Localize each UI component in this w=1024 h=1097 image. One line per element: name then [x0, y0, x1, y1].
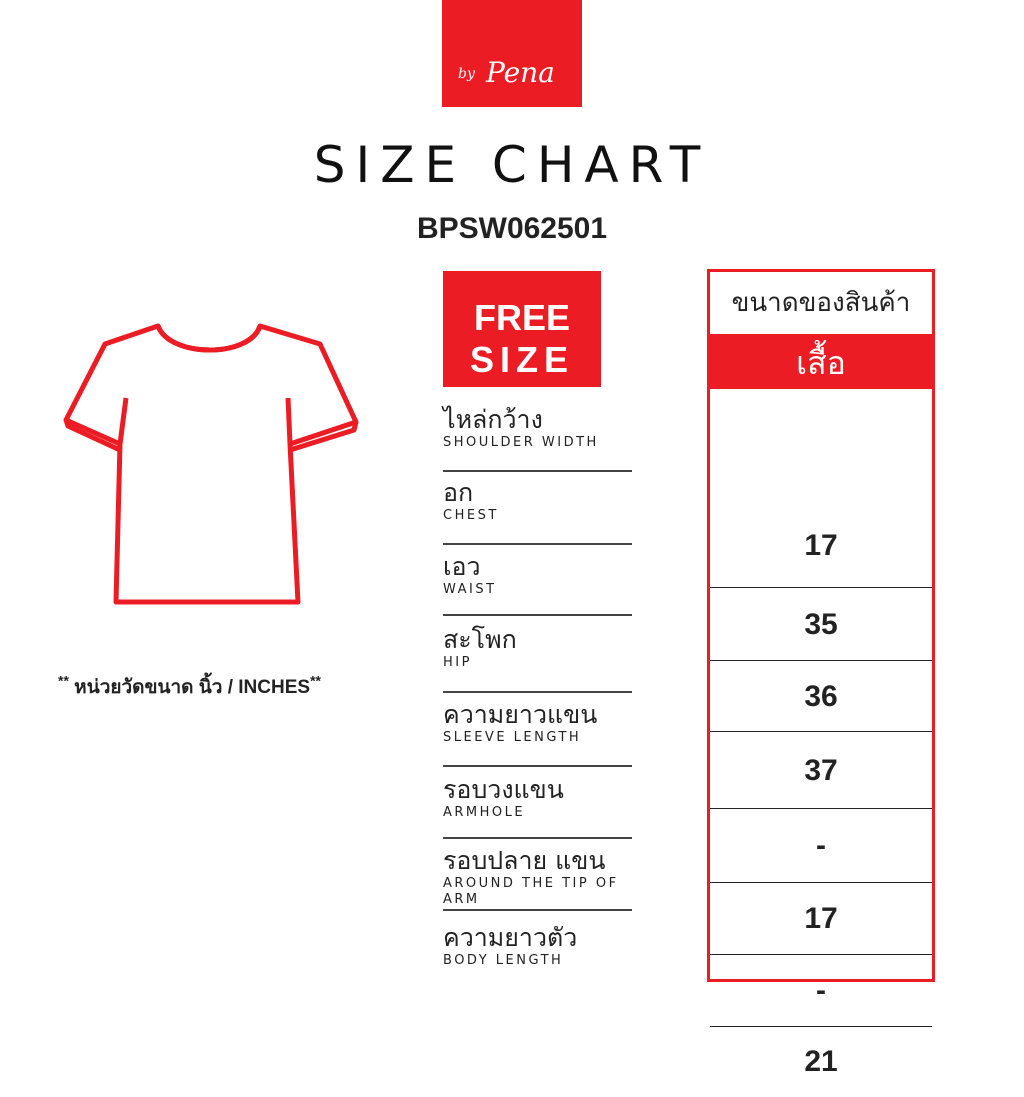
measurement-label: ไหล่กว้าง SHOULDER WIDTH — [443, 405, 633, 451]
badge-line2: SIZE — [469, 339, 574, 380]
unit-note: ** หน่วยวัดขนาด นิ้ว / INCHES** — [58, 672, 321, 698]
size-value: 17 — [710, 882, 932, 954]
divider — [443, 470, 632, 472]
divider — [443, 837, 632, 839]
size-value: 21 — [710, 1026, 932, 1096]
label-english: BODY LENGTH — [443, 953, 564, 968]
page-title: SIZE CHART — [313, 136, 711, 194]
label-thai: ความยาวแขน — [443, 700, 598, 729]
table-subheader: เสื้อ — [710, 334, 932, 389]
size-value: 37 — [710, 731, 932, 808]
measurement-label: สะโพก HIP — [443, 625, 633, 671]
measurement-label: ความยาวแขน SLEEVE LENGTH — [443, 700, 633, 746]
divider — [443, 614, 632, 616]
measurement-label: รอบปลาย แขน AROUND THE TIP OF ARM — [443, 846, 633, 908]
size-value: - — [710, 954, 932, 1026]
label-english: SLEEVE LENGTH — [443, 730, 582, 745]
logo-name: Pena — [486, 56, 555, 89]
free-size-badge: FREE SIZE — [443, 271, 601, 387]
label-thai: รอบวงแขน — [443, 775, 564, 804]
label-thai: รอบปลาย แขน — [443, 846, 606, 875]
brand-logo: by Pena — [442, 0, 582, 107]
measurement-label: รอบวงแขน ARMHOLE — [443, 775, 633, 821]
divider — [443, 543, 632, 545]
label-thai: ความยาวตัว — [443, 923, 578, 952]
label-english: CHEST — [443, 508, 499, 523]
divider — [443, 909, 632, 911]
product-code: BPSW062501 — [416, 212, 608, 245]
size-value: 17 — [804, 529, 838, 562]
size-table: ขนาดของสินค้า เสื้อ 17 35 36 37-17-21 — [707, 269, 935, 1078]
size-value: - — [710, 808, 932, 882]
measurement-label: ความยาวตัว BODY LENGTH — [443, 923, 633, 969]
badge-line1: FREE — [473, 297, 570, 338]
measurement-label: อก CHEST — [443, 478, 633, 524]
label-english: SHOULDER WIDTH — [443, 435, 599, 450]
label-thai: อก — [443, 478, 474, 507]
size-value: 35 — [710, 587, 932, 660]
divider — [443, 691, 632, 693]
size-value: 36 — [710, 660, 932, 731]
table-header: ขนาดของสินค้า — [731, 288, 911, 318]
label-thai: เอว — [443, 552, 481, 581]
label-english: WAIST — [443, 582, 497, 597]
label-thai: ไหล่กว้าง — [443, 405, 543, 434]
label-english: HIP — [443, 655, 472, 670]
label-english: ARMHOLE — [443, 805, 526, 820]
label-thai: สะโพก — [443, 625, 517, 654]
t-shirt-icon — [63, 323, 359, 605]
divider — [443, 765, 632, 767]
label-english: AROUND THE TIP OF ARM — [443, 876, 619, 907]
logo-by: by — [458, 66, 475, 82]
measurement-label: เอว WAIST — [443, 552, 633, 598]
